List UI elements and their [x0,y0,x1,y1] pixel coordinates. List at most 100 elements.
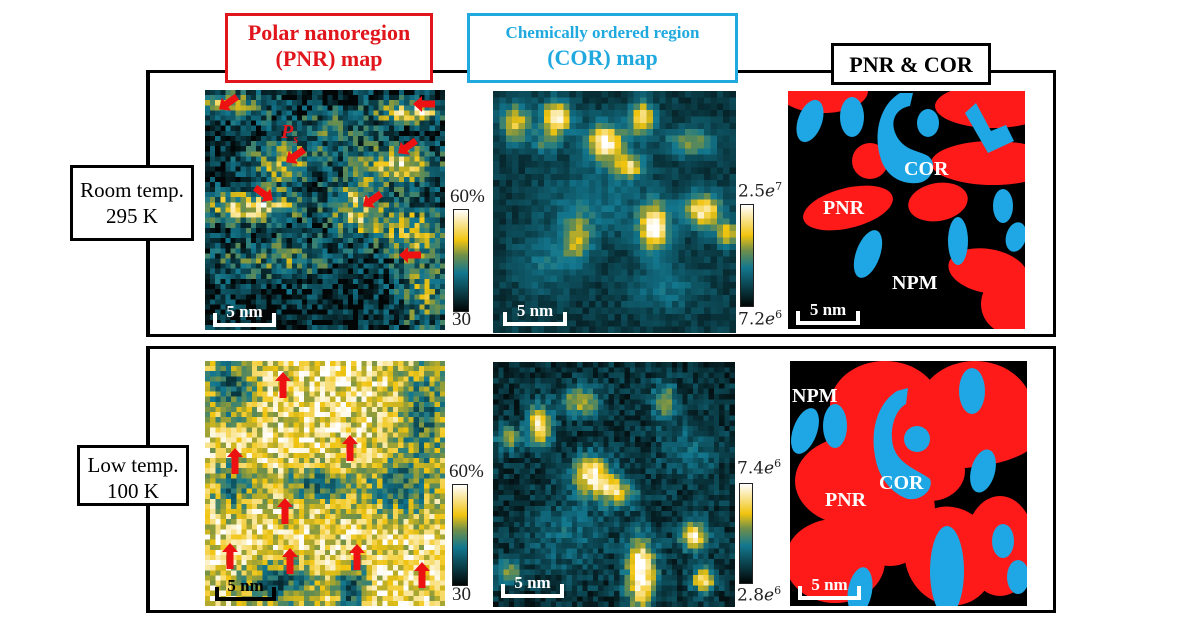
colorbar-pnr-low-max: 60% [449,461,484,482]
row-label-low-temp: Low temp. 100 K [77,445,189,506]
scale-bar-label: 5 nm [226,302,263,321]
colorbar-cor-low-min: 2.8e6 [737,584,782,606]
label-pnr: PNR [825,489,867,511]
polarization-arrow [397,137,419,155]
cor-region-arc [877,93,934,184]
cor-region [965,103,1014,153]
polarization-arrow [413,96,435,112]
cor-region [993,189,1013,223]
scale-bar-label: 5 nm [516,301,554,320]
cor-region [992,524,1014,558]
connector-room-top [146,70,149,166]
pnr-map-room-temp [205,90,445,330]
ps-label-main: P [281,121,294,143]
scale-bar-pnr-room: 5 nm [213,299,276,327]
polarization-arrow [399,247,421,263]
cor-region [917,109,939,137]
colorbar-cor-low-max: 7.4e6 [737,457,782,479]
header-pnr-map: Polar nanoregion (PNR) map [225,13,433,83]
row-label-room-temp: Room temp. 295 K [70,165,194,241]
header-cor-line1: Chemically ordered region [505,23,700,42]
label-npm: NPM [792,385,838,407]
cor-region [1007,560,1027,594]
cor-regions [791,368,1027,606]
ps-label: Ps [281,121,298,147]
cor-region [823,404,847,448]
polarization-arrow [362,190,384,208]
colorbar-pnr-room-min: 30 [452,309,471,330]
colorbar-pnr-room-max: 60% [450,186,485,207]
cor-region-arc [873,388,931,500]
ps-label-sub: s [293,131,299,146]
row-label-low-line2: 100 K [107,479,159,504]
cbar-max-mantissa: 2.5 [738,181,766,202]
cor-region [948,217,968,265]
schematic-low-temp: NPM COR PNR [790,361,1027,606]
cbar-max-exp: 6 [774,457,782,470]
cbar-max-mantissa: 7.4 [737,458,765,479]
polarization-arrow [285,146,307,164]
header-both-label: PNR & COR [849,52,973,77]
polarization-arrow [275,372,291,398]
polarization-arrow [349,544,365,570]
connector-low-bottom [146,505,149,613]
polarization-arrow [218,93,240,111]
pnr-map-low-temp [205,361,445,606]
schematic-room-temp: COR PNR NPM [788,91,1025,329]
scale-bar-schematic-low: 5 nm [798,571,861,600]
connector-room-bottom [146,240,149,337]
cbar-min-mantissa: 7.2 [738,309,766,330]
cbar-min-exp: 6 [774,584,782,597]
row-label-low-line1: Low temp. [87,453,179,477]
cor-region [1005,222,1025,252]
pnr-room-arrows [218,93,435,263]
label-cor: COR [879,472,924,494]
header-pnr-line2: (PNR) map [275,46,383,72]
polarization-arrow [414,562,430,588]
colorbar-pnr-low-min: 30 [452,584,471,605]
colorbar-pnr-low [452,484,468,586]
header-cor-map: Chemically ordered region (COR) map [467,13,738,83]
label-cor: COR [904,158,949,180]
colorbar-cor-room-min: 7.2e6 [738,308,783,330]
scale-bar-label: 5 nm [514,573,551,592]
cbar-min-exp: 6 [775,308,783,321]
header-pnr-and-cor: PNR & COR [831,43,991,85]
scale-bar-schematic-room: 5 nm [796,296,860,325]
pnr-region [931,141,1025,185]
cor-region [930,526,964,606]
cor-region [796,99,824,143]
scale-bar-label: 5 nm [227,576,264,595]
pnr-region [803,185,893,231]
connector-low-top [146,346,149,446]
polarization-arrow [342,435,358,461]
cbar-max-exp: 7 [775,180,783,193]
colorbar-cor-room-max: 2.5e7 [738,180,783,202]
row-label-room-line2: 295 K [106,204,158,229]
pnr-region [981,274,1025,329]
cor-region [904,426,930,452]
polarization-arrow [227,448,243,474]
header-cor-line2: (COR) map [547,45,658,71]
scale-bar-label: 5 nm [811,575,848,594]
label-npm: NPM [892,272,938,294]
cbar-min-mantissa: 2.8 [737,585,765,606]
cor-map-low-temp [493,362,735,607]
polarization-arrow [277,498,293,524]
row-label-room-line1: Room temp. [80,178,184,202]
colorbar-cor-low [739,483,753,584]
pnr-region [908,182,968,222]
cor-region [853,230,883,278]
label-pnr: PNR [823,197,865,219]
scale-bar-label: 5 nm [809,300,847,319]
pnr-low-arrows [222,372,430,588]
scale-bar-pnr-low: 5 nm [215,571,276,601]
cor-regions [796,93,1025,278]
scale-bar-cor-room: 5 nm [503,298,567,326]
colorbar-cor-room [740,204,754,307]
polarization-arrow [222,543,238,569]
colorbar-pnr-room [453,209,469,312]
scale-bar-cor-low: 5 nm [501,569,564,598]
polarization-arrow [282,548,298,574]
cor-region [959,368,985,414]
